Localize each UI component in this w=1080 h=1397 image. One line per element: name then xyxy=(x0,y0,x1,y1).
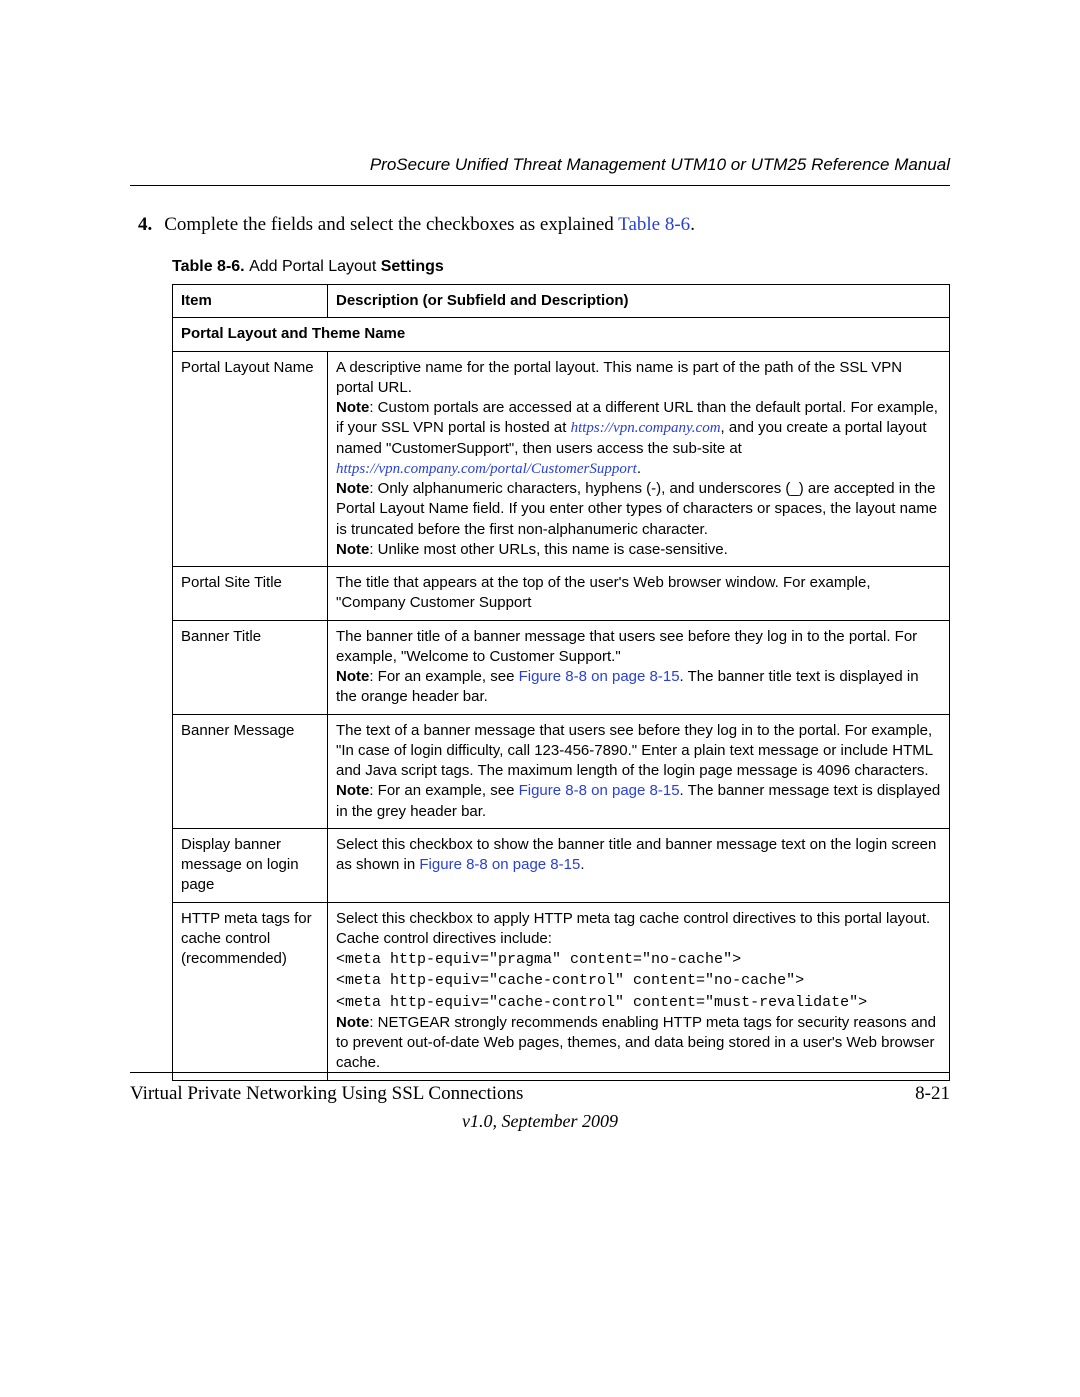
settings-table: Item Description (or Subfield and Descri… xyxy=(172,284,950,1081)
url-link[interactable]: https://vpn.company.com xyxy=(571,420,721,436)
table-row: Banner Title The banner title of a banne… xyxy=(173,620,950,714)
step-text-after: . xyxy=(690,214,695,235)
item-cell: Display banner message on login page xyxy=(173,828,328,902)
table-row: HTTP meta tags for cache control (recomm… xyxy=(173,902,950,1080)
item-cell: Banner Message xyxy=(173,714,328,828)
desc-cell: The text of a banner message that users … xyxy=(328,714,950,828)
note-label: Note xyxy=(336,399,369,416)
caption-suffix: Settings xyxy=(381,258,444,275)
desc-cell: A descriptive name for the portal layout… xyxy=(328,351,950,567)
desc-text: A descriptive name for the portal layout… xyxy=(336,359,902,396)
table-caption: Table 8-6. Add Portal Layout Settings xyxy=(172,258,950,276)
figure-ref-link[interactable]: Figure 8-8 on page 8-15 xyxy=(519,782,680,799)
step-number: 4. xyxy=(138,214,152,236)
desc-text: The text of a banner message that users … xyxy=(336,722,933,780)
item-cell: Portal Layout Name xyxy=(173,351,328,567)
footer-section-title: Virtual Private Networking Using SSL Con… xyxy=(130,1083,523,1105)
footer-rule xyxy=(130,1072,950,1073)
note-label: Note xyxy=(336,1014,369,1031)
note-label: Note xyxy=(336,668,369,685)
table-row: Portal Layout Name A descriptive name fo… xyxy=(173,351,950,567)
url-link[interactable]: https://vpn.company.com/portal/CustomerS… xyxy=(336,461,637,477)
desc-cell: Select this checkbox to apply HTTP meta … xyxy=(328,902,950,1080)
table-row: Portal Site Title The title that appears… xyxy=(173,567,950,621)
note-label: Note xyxy=(336,541,369,558)
step-text: Complete the fields and select the check… xyxy=(164,214,695,236)
table-section-row: Portal Layout and Theme Name xyxy=(173,318,950,351)
note-text: : For an example, see xyxy=(369,782,518,799)
step-text-before: Complete the fields and select the check… xyxy=(164,214,618,235)
document-header: ProSecure Unified Threat Management UTM1… xyxy=(130,155,950,186)
desc-cell: The banner title of a banner message tha… xyxy=(328,620,950,714)
note-text: : For an example, see xyxy=(369,668,518,685)
header-description: Description (or Subfield and Description… xyxy=(328,285,950,318)
note-text: : Unlike most other URLs, this name is c… xyxy=(369,541,727,558)
code-line: <meta http-equiv="cache-control" content… xyxy=(336,994,867,1011)
footer-version: v1.0, September 2009 xyxy=(130,1111,950,1132)
instruction-step: 4. Complete the fields and select the ch… xyxy=(138,214,950,236)
note-text: : Only alphanumeric characters, hyphens … xyxy=(336,480,937,538)
figure-ref-link[interactable]: Figure 8-8 on page 8-15 xyxy=(519,668,680,685)
note-label: Note xyxy=(336,782,369,799)
note-label: Note xyxy=(336,480,369,497)
desc-text: . xyxy=(580,856,584,873)
page-content: ProSecure Unified Threat Management UTM1… xyxy=(130,155,950,1081)
caption-prefix: Table 8-6. xyxy=(172,258,249,275)
table-header-row: Item Description (or Subfield and Descri… xyxy=(173,285,950,318)
desc-cell: The title that appears at the top of the… xyxy=(328,567,950,621)
table-row: Banner Message The text of a banner mess… xyxy=(173,714,950,828)
footer-line: Virtual Private Networking Using SSL Con… xyxy=(130,1083,950,1105)
table-ref-link[interactable]: Table 8-6 xyxy=(618,214,690,235)
section-title: Portal Layout and Theme Name xyxy=(173,318,950,351)
figure-ref-link[interactable]: Figure 8-8 on page 8-15 xyxy=(419,856,580,873)
item-cell: Portal Site Title xyxy=(173,567,328,621)
page-footer: Virtual Private Networking Using SSL Con… xyxy=(130,1072,950,1132)
desc-text: The banner title of a banner message tha… xyxy=(336,628,917,665)
desc-cell: Select this checkbox to show the banner … xyxy=(328,828,950,902)
note-text: . xyxy=(637,460,641,477)
caption-middle: Add Portal Layout xyxy=(249,258,381,275)
desc-text: Select this checkbox to apply HTTP meta … xyxy=(336,910,930,947)
note-text: : NETGEAR strongly recommends enabling H… xyxy=(336,1014,936,1072)
item-cell: HTTP meta tags for cache control (recomm… xyxy=(173,902,328,1080)
header-item: Item xyxy=(173,285,328,318)
page-number: 8-21 xyxy=(915,1083,950,1105)
code-line: <meta http-equiv="pragma" content="no-ca… xyxy=(336,951,741,968)
code-line: <meta http-equiv="cache-control" content… xyxy=(336,972,804,989)
table-row: Display banner message on login page Sel… xyxy=(173,828,950,902)
item-cell: Banner Title xyxy=(173,620,328,714)
